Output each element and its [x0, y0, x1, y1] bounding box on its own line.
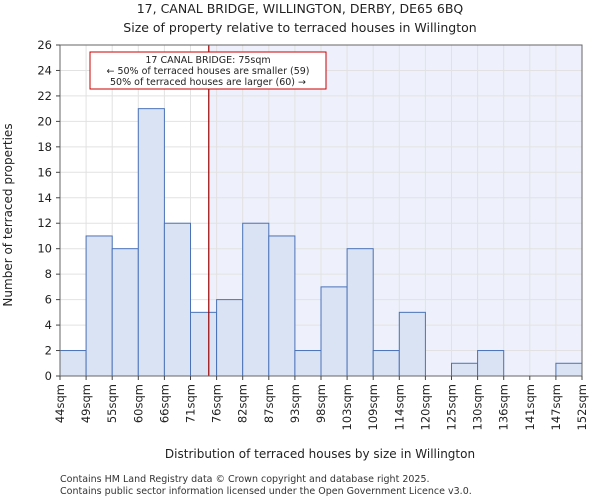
footer-line-2: Contains public sector information licen… — [60, 486, 472, 497]
bar-103sqm — [346, 248, 374, 377]
x-tick-label: 141sqm — [523, 384, 537, 430]
annotation-line-1: 17 CANAL BRIDGE: 75sqm — [145, 55, 270, 66]
annotation-box — [89, 51, 327, 90]
y-tick-label: 4 — [45, 318, 52, 332]
x-tick-label: 136sqm — [497, 384, 511, 430]
annotation-line-3: 50% of terraced houses are larger (60) → — [110, 77, 306, 88]
bar-44sqm — [59, 350, 87, 377]
x-tick-label: 152sqm — [575, 384, 589, 430]
y-tick-label: 12 — [37, 216, 52, 230]
x-tick-label: 93sqm — [288, 384, 302, 423]
y-tick-label: 0 — [45, 369, 52, 383]
chart-subtitle: Size of property relative to terraced ho… — [123, 20, 476, 35]
x-tick-label: 87sqm — [262, 384, 276, 423]
annotation-line-2: ← 50% of terraced houses are smaller (59… — [106, 66, 309, 77]
y-tick-label: 26 — [37, 38, 52, 52]
bar-55sqm — [111, 248, 139, 377]
x-tick-label: 44sqm — [53, 384, 67, 423]
bar-93sqm — [294, 350, 322, 377]
x-tick-label: 130sqm — [471, 384, 485, 430]
x-tick-label: 98sqm — [314, 384, 328, 423]
bar-114sqm — [398, 311, 426, 377]
bar-76sqm — [216, 299, 244, 377]
y-tick-label: 8 — [45, 267, 52, 281]
bar-49sqm — [85, 235, 113, 377]
y-tick-label: 10 — [37, 242, 52, 256]
bar-71sqm — [190, 311, 218, 377]
bar-109sqm — [372, 350, 400, 377]
y-tick-label: 14 — [37, 191, 52, 205]
x-tick-label: 120sqm — [418, 384, 432, 430]
bar-130sqm — [477, 350, 505, 377]
x-tick-label: 103sqm — [340, 384, 354, 430]
bar-125sqm — [451, 362, 479, 377]
x-tick-label: 125sqm — [445, 384, 459, 430]
y-tick-label: 20 — [37, 114, 52, 128]
bar-60sqm — [137, 108, 165, 377]
chart-title: 17, CANAL BRIDGE, WILLINGTON, DERBY, DE6… — [137, 1, 464, 16]
bar-66sqm — [163, 222, 191, 377]
y-tick-label: 2 — [45, 344, 52, 358]
x-tick-label: 71sqm — [184, 384, 198, 423]
y-tick-label: 16 — [37, 165, 52, 179]
x-tick-label: 82sqm — [236, 384, 250, 423]
y-axis-label: Number of terraced properties — [1, 123, 15, 306]
x-tick-label: 49sqm — [79, 384, 93, 423]
x-tick-label: 76sqm — [210, 384, 224, 423]
bar-98sqm — [320, 286, 348, 377]
x-tick-label: 114sqm — [392, 384, 406, 430]
bar-82sqm — [242, 222, 270, 377]
x-tick-label: 147sqm — [549, 384, 563, 430]
bar-147sqm — [555, 362, 583, 377]
x-axis-label: Distribution of terraced houses by size … — [165, 447, 475, 461]
x-tick-label: 66sqm — [157, 384, 171, 423]
x-tick-label: 55sqm — [105, 384, 119, 423]
x-tick-label: 109sqm — [366, 384, 380, 430]
x-tick-label: 60sqm — [131, 384, 145, 423]
y-tick-label: 6 — [45, 293, 52, 307]
y-tick-label: 24 — [37, 63, 52, 77]
y-tick-label: 18 — [37, 140, 52, 154]
bar-87sqm — [268, 235, 296, 377]
footer-line-1: Contains HM Land Registry data © Crown c… — [60, 474, 430, 485]
y-tick-label: 22 — [37, 89, 52, 103]
